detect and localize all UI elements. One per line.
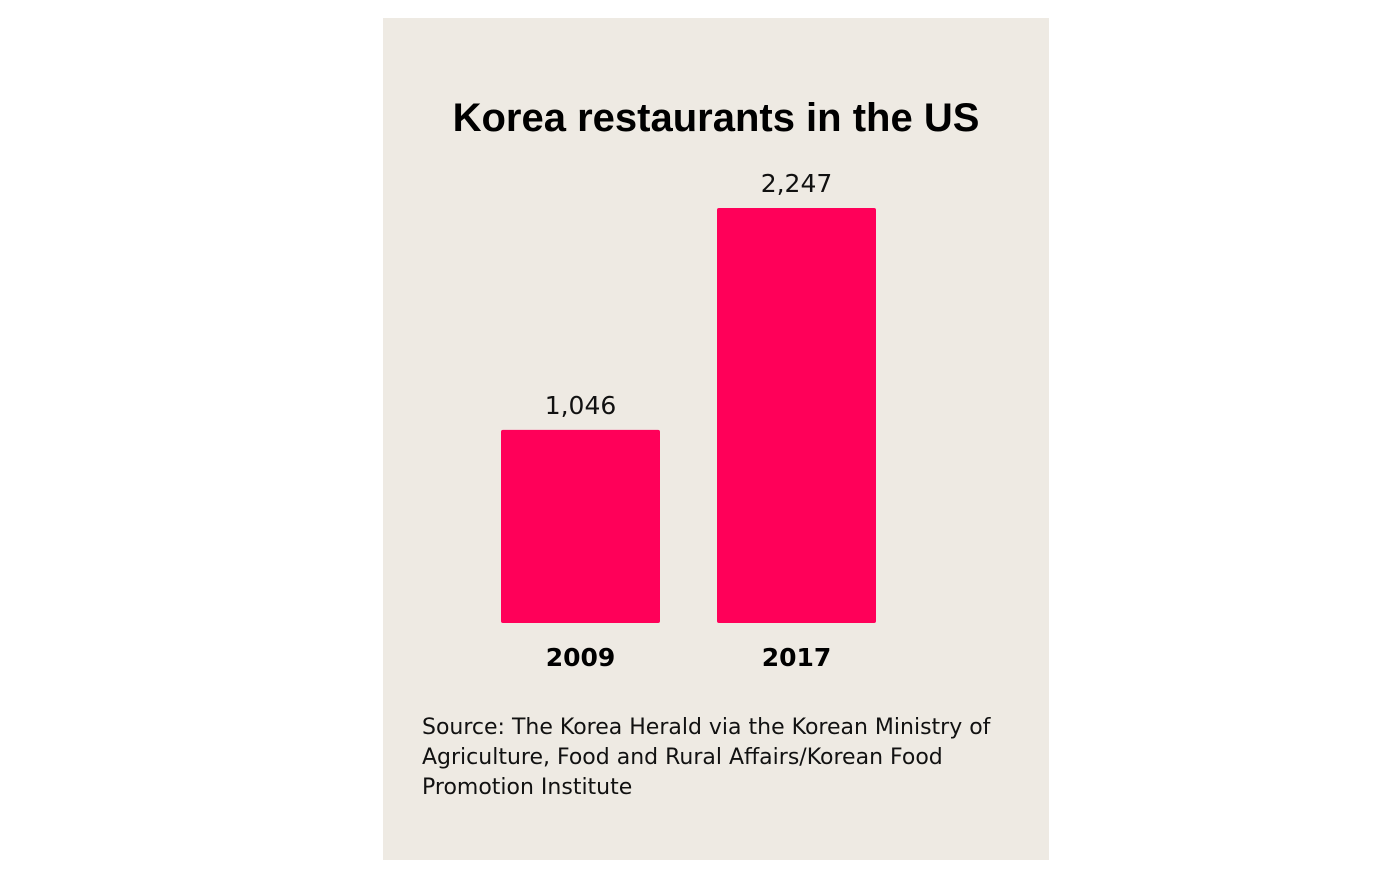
- bar-chart: 1,046 2009 2,247 2017: [501, 169, 876, 672]
- value-label-2009: 1,046: [545, 391, 617, 420]
- category-label-2009: 2009: [546, 643, 616, 672]
- chart-title: Korea restaurants in the US: [452, 96, 980, 140]
- bar-2017: [717, 208, 876, 623]
- source-note: Source: The Korea Herald via the Korean …: [422, 715, 991, 800]
- chart-card: Korea restaurants in the US 1,046 2009 2,2…: [383, 18, 1049, 860]
- bar-2009: [501, 429, 660, 623]
- category-label-2017: 2017: [762, 643, 832, 672]
- value-label-2017: 2,247: [761, 169, 833, 198]
